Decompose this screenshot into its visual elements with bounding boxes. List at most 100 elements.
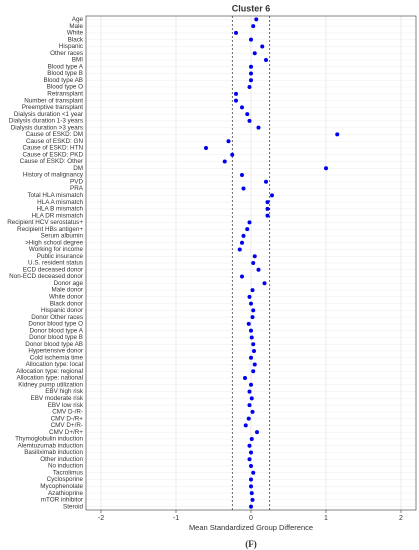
dot bbox=[204, 145, 208, 150]
dot bbox=[249, 64, 253, 69]
plot-frame bbox=[85, 15, 417, 511]
dot bbox=[249, 301, 253, 306]
caption: (F) bbox=[245, 539, 257, 549]
y-tick-label: Black donor bbox=[50, 300, 83, 307]
dot bbox=[249, 484, 253, 489]
dot bbox=[247, 118, 252, 123]
dot bbox=[245, 227, 250, 232]
dot bbox=[256, 267, 261, 272]
y-tick-label: Recipient HBs antigen+ bbox=[17, 226, 83, 233]
y-tick-label: Male bbox=[69, 23, 83, 30]
y-tick-label: Blood type A bbox=[48, 63, 84, 70]
dot bbox=[324, 166, 328, 171]
y-tick-label: ECD deceased donor bbox=[23, 266, 83, 273]
dot bbox=[251, 24, 256, 29]
dot bbox=[249, 78, 253, 83]
dot bbox=[240, 105, 244, 110]
dot bbox=[249, 396, 254, 401]
dot bbox=[335, 132, 340, 137]
y-tick-label: Donor Other races bbox=[31, 314, 83, 321]
y-tick-label: U.S. resident status bbox=[28, 260, 83, 267]
y-tick-label: Non-ECD deceased donor bbox=[9, 273, 83, 280]
dot bbox=[270, 193, 274, 198]
dot bbox=[250, 315, 255, 320]
dot bbox=[234, 91, 238, 96]
dot bbox=[249, 71, 253, 76]
dot bbox=[247, 389, 252, 394]
y-tick-label: CMV D-/R+ bbox=[51, 415, 84, 422]
dot bbox=[264, 179, 268, 184]
y-tick-label: Hispanic bbox=[59, 43, 83, 50]
x-tick-label: 1 bbox=[324, 515, 328, 522]
dot bbox=[247, 443, 252, 448]
x-tick-label: -1 bbox=[173, 515, 179, 522]
y-tick-label: Other races bbox=[50, 50, 83, 57]
y-tick-label: Steroid bbox=[63, 503, 83, 510]
dot bbox=[247, 85, 252, 90]
x-tick-label: 2 bbox=[399, 515, 403, 522]
dot bbox=[240, 240, 244, 245]
y-tick-label: >High school degree bbox=[25, 239, 83, 246]
x-tick-label: 0 bbox=[249, 515, 253, 522]
dot bbox=[246, 416, 251, 421]
dot bbox=[234, 30, 238, 35]
dot bbox=[249, 464, 253, 469]
dot bbox=[246, 321, 251, 326]
dot bbox=[250, 288, 255, 293]
y-tick-label: Donor blood type B bbox=[29, 334, 83, 341]
y-tick-label: Hypertensive donor bbox=[28, 348, 83, 355]
dot bbox=[252, 348, 256, 353]
y-tick-label: EBV moderate risk bbox=[31, 395, 84, 402]
y-tick-label: Allocation type: local bbox=[26, 361, 83, 368]
dot bbox=[251, 342, 256, 347]
dot bbox=[241, 186, 246, 191]
x-axis-label: Mean Standardized Group Difference bbox=[189, 523, 313, 532]
dot bbox=[247, 403, 252, 408]
y-tick-label: Cyclosporine bbox=[47, 476, 84, 483]
dot bbox=[249, 436, 254, 441]
y-tick-label: DM bbox=[73, 165, 83, 172]
dot bbox=[234, 98, 238, 103]
y-tick-label: Cause of ESKD: GN bbox=[26, 138, 83, 145]
dot bbox=[241, 233, 246, 238]
dot bbox=[249, 382, 253, 387]
dot bbox=[255, 430, 259, 435]
y-tick-label: Recipient HCV serostatus+ bbox=[7, 219, 83, 226]
y-tick-label: Preemptive transplant bbox=[22, 104, 84, 111]
y-tick-label: Working for income bbox=[29, 246, 84, 253]
y-tick-label: Kidney pump utilization bbox=[18, 381, 83, 388]
dot bbox=[250, 409, 255, 414]
y-tick-label: CMV D+/R+ bbox=[49, 429, 83, 436]
y-tick-label: No induction bbox=[48, 463, 84, 470]
y-tick-label: Retransplant bbox=[47, 90, 83, 97]
y-tick-label: White donor bbox=[49, 294, 83, 301]
dot bbox=[252, 254, 257, 259]
dot bbox=[249, 504, 253, 509]
dot bbox=[247, 457, 252, 462]
y-tick-label: Thymoglobulin induction bbox=[15, 436, 83, 443]
y-tick-label: Tacrolimus bbox=[53, 469, 83, 476]
y-tick-label: Cause of ESKD: Other bbox=[20, 158, 83, 165]
y-tick-label: Hispanic donor bbox=[41, 307, 83, 314]
dot bbox=[245, 112, 250, 117]
y-tick-label: Blood type O bbox=[47, 84, 84, 91]
dot bbox=[252, 51, 257, 56]
y-tick-label: Total HLA mismatch bbox=[27, 192, 83, 199]
dot bbox=[265, 200, 270, 205]
dot bbox=[251, 470, 256, 475]
y-tick-label: Black bbox=[68, 36, 84, 43]
dot bbox=[222, 159, 227, 164]
y-tick-label: CMV D-/R- bbox=[52, 409, 83, 416]
dot bbox=[249, 328, 253, 333]
y-tick-label: Donor age bbox=[54, 280, 84, 287]
y-tick-label: Cause of ESKD: HTN bbox=[22, 145, 83, 152]
y-tick-label: PRA bbox=[70, 185, 84, 192]
y-tick-label: Number of transplant bbox=[24, 97, 83, 104]
y-tick-label: CMV D+/R- bbox=[51, 422, 83, 429]
dot bbox=[249, 450, 253, 455]
y-tick-label: Alemtuzumab induction bbox=[18, 442, 84, 449]
y-tick-label: Blood type B bbox=[47, 70, 83, 77]
y-tick-label: Other induction bbox=[40, 456, 83, 463]
dot bbox=[251, 369, 256, 374]
